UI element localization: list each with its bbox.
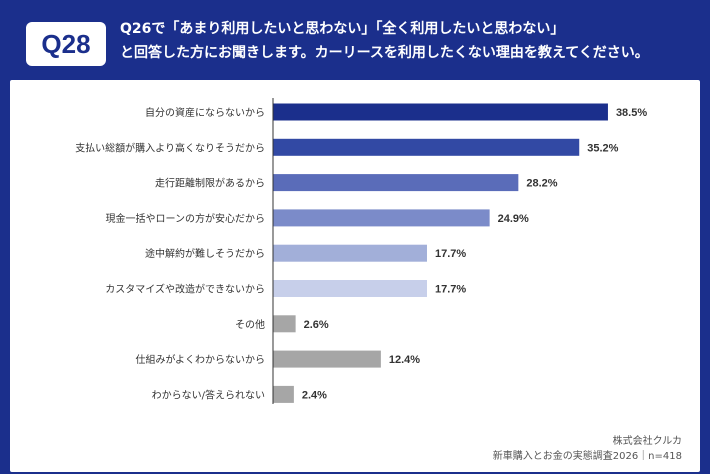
question-text: Q26で「あまり利用したいと思わない」「全く利用したいと思わない」 と回答した方… [120, 17, 700, 65]
category-label-6: その他 [235, 318, 265, 331]
question-text-line-1: Q26で「あまり利用したいと思わない」「全く利用したいと思わない」 [120, 21, 565, 37]
category-label-7: 仕組みがよくわからないから [136, 353, 266, 366]
bar-6 [273, 315, 296, 333]
value-label-7: 12.4% [389, 354, 420, 366]
category-label-3: 現金一括やローンの方が安心だから [106, 212, 266, 225]
value-label-5: 17.7% [435, 284, 466, 296]
bar-4 [273, 244, 427, 262]
value-label-8: 2.4% [302, 389, 327, 401]
bar-3 [273, 209, 490, 227]
source-company: 株式会社クルカ [612, 436, 682, 447]
bar-2 [273, 174, 519, 192]
question-text-line-2: と回答した方にお聞きします。カーリースを利用したくない理由を教えてください。 [120, 45, 649, 61]
bar-chart: 自分の資産にならないから 38.5% 支払い総額が購入より高くなりそうだから 35.2… [75, 98, 647, 404]
value-label-3: 24.9% [498, 213, 529, 225]
source-survey: 新車購入とお金の実態調査2026｜n=418 [492, 451, 682, 462]
bar-1 [273, 138, 580, 156]
value-label-4: 17.7% [435, 248, 466, 260]
value-label-1: 35.2% [587, 142, 618, 154]
question-header: Q28 Q26で「あまり利用したいと思わない」「全く利用したいと思わない」 と回… [0, 0, 710, 80]
category-label-1: 支払い総額が購入より高くなりそうだから [75, 141, 265, 154]
category-label-8: わからない/答えられない [152, 388, 265, 401]
bar-0 [273, 103, 608, 121]
category-label-5: カスタマイズや改造ができないから [105, 283, 265, 296]
category-label-4: 途中解約が難しそうだから [145, 247, 265, 260]
category-label-0: 自分の資産にならないから [145, 106, 265, 119]
bar-8 [273, 385, 294, 403]
bar-7 [273, 350, 381, 368]
source-credit: 株式会社クルカ 新車購入とお金の実態調査2026｜n=418 [493, 434, 682, 464]
bar-5 [273, 280, 427, 297]
value-label-0: 38.5% [616, 107, 647, 119]
value-label-2: 28.2% [526, 178, 557, 190]
category-label-2: 走行距離制限があるから [155, 177, 265, 190]
chart-panel: 自分の資産にならないから 38.5% 支払い総額が購入より高くなりそうだから 35.2… [10, 80, 700, 472]
question-number-badge: Q28 [26, 22, 106, 66]
value-label-6: 2.6% [304, 319, 329, 331]
